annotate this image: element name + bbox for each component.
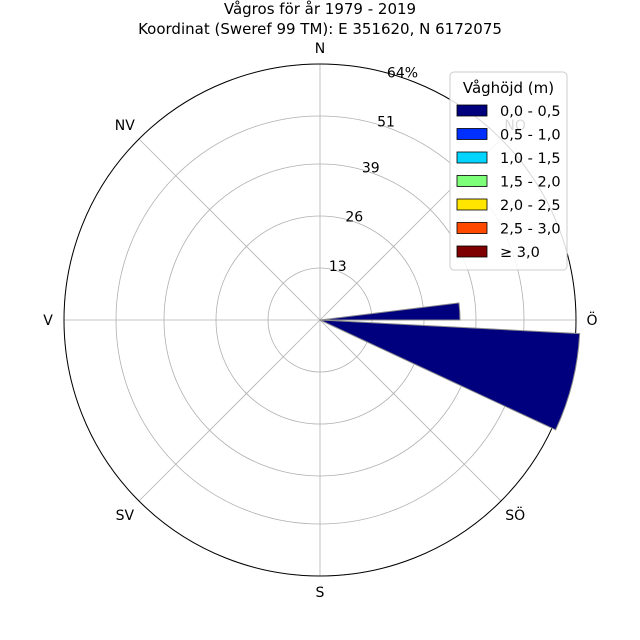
legend-swatch xyxy=(456,104,488,117)
radial-tick-label: 13 xyxy=(329,259,347,275)
legend-entry-label: 2,0 - 2,5 xyxy=(500,198,561,214)
legend-title: Våghöjd (m) xyxy=(463,79,554,97)
radial-tick-label: 39 xyxy=(362,160,380,176)
legend-swatch xyxy=(456,128,488,140)
direction-label: Ö xyxy=(586,311,597,329)
radial-tick-label: 51 xyxy=(377,115,395,131)
legend-entry-label: 2,5 - 3,0 xyxy=(500,222,561,238)
legend-entry-label: 0,5 - 1,0 xyxy=(500,128,561,144)
radial-tick-label: 26 xyxy=(345,210,363,226)
direction-spoke xyxy=(138,319,321,502)
legend-swatch xyxy=(456,175,488,187)
chart-title-line1: Vågros för år 1979 - 2019 xyxy=(224,0,416,18)
direction-spoke xyxy=(319,319,502,502)
direction-label: S xyxy=(316,585,325,601)
direction-label: SV xyxy=(116,508,135,524)
direction-label: V xyxy=(43,313,53,329)
rose-sector xyxy=(319,319,581,431)
legend-box xyxy=(449,71,568,271)
legend-entry-label: ≥ 3,0 xyxy=(500,245,540,261)
chart-title-line2: Koordinat (Sweref 99 TM): E 351620, N 61… xyxy=(138,20,502,38)
radial-tick-label: 64% xyxy=(387,65,418,81)
legend-swatch xyxy=(456,222,488,234)
legend-entry-label: 1,0 - 1,5 xyxy=(500,151,561,167)
direction-label: SÖ xyxy=(505,506,525,524)
legend: Våghöjd (m) 0,0 - 0,5 0,5 - 1,0 1,0 - 1,5 1,… xyxy=(449,71,568,271)
legend-swatch xyxy=(456,151,488,164)
legend-entry-label: 1,5 - 2,0 xyxy=(500,175,561,191)
polar-frame xyxy=(63,63,577,577)
legend-entry-label: 0,0 - 0,5 xyxy=(500,104,561,120)
rose-sector xyxy=(319,302,461,321)
direction-spoke xyxy=(138,138,321,321)
legend-swatch xyxy=(456,198,488,211)
direction-label: N xyxy=(315,41,325,57)
direction-label: NV xyxy=(115,118,135,134)
legend-swatch xyxy=(456,245,488,258)
